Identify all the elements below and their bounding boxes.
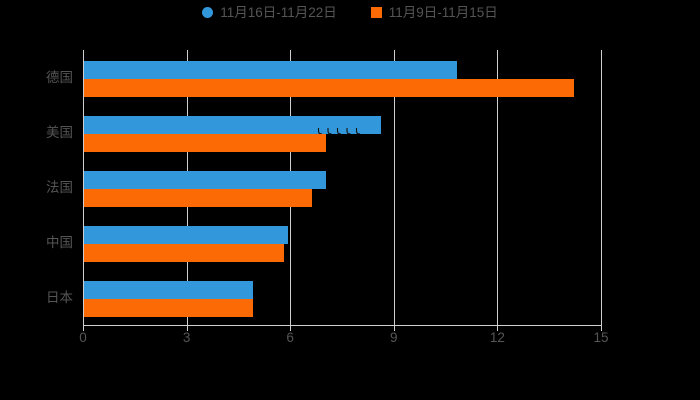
y-axis-label-4: 中国 <box>46 234 73 250</box>
x-axis-tick-0: 0 <box>79 330 87 345</box>
bar-1-4[interactable] <box>84 225 288 244</box>
gridline-0 <box>83 50 84 325</box>
x-axis-line <box>83 325 602 326</box>
bar-1-5[interactable] <box>84 280 254 299</box>
plot-area: ⎬⎬⎬⎬⎬ <box>83 50 602 325</box>
x-axis-tickmark-12 <box>497 326 499 331</box>
x-axis-tickmark-3 <box>186 326 188 331</box>
square-marker-icon <box>370 7 382 19</box>
x-axis-tick-labels: 0 3 6 9 12 15 <box>0 331 700 351</box>
x-axis-tickmark-9 <box>393 326 395 331</box>
legend-label-series-2: 11月9日-11月15日 <box>388 5 498 20</box>
x-axis-tick-15: 15 <box>593 330 609 345</box>
bar-2-4[interactable] <box>84 243 285 262</box>
bar-1-1[interactable] <box>84 60 457 79</box>
bar-2-2[interactable] <box>84 133 326 152</box>
y-axis-label-1: 德国 <box>46 69 73 85</box>
gridline-15 <box>601 50 602 325</box>
bar-1-3[interactable] <box>84 170 326 189</box>
x-axis-tick-6: 6 <box>286 330 294 345</box>
x-axis-tickmark-15 <box>601 326 602 331</box>
y-axis-label-2: 美国 <box>46 124 73 140</box>
bar-2-1[interactable] <box>84 78 575 97</box>
x-axis-tick-9: 9 <box>390 330 398 345</box>
chart-legend: 11月16日-11月22日 11月9日-11月15日 <box>0 6 700 20</box>
circle-marker-icon <box>202 7 214 19</box>
bar-2-5[interactable] <box>84 298 254 317</box>
x-axis-tickmark-0 <box>83 326 84 331</box>
y-axis-category-labels: 德国美国法国中国日本 <box>0 50 73 325</box>
x-axis-tick-12: 12 <box>489 330 505 345</box>
bar-1-2[interactable] <box>84 115 381 134</box>
x-axis-tick-3: 3 <box>182 330 191 345</box>
gridline-12 <box>497 50 499 325</box>
bar-overlay-label: ⎬⎬⎬⎬⎬ <box>314 128 376 134</box>
y-axis-label-3: 法国 <box>46 179 73 195</box>
gridline-9 <box>393 50 395 325</box>
legend-label-series-1: 11月16日-11月22日 <box>220 5 337 20</box>
legend-item-series-1[interactable]: 11月16日-11月22日 <box>202 6 337 20</box>
y-axis-label-5: 日本 <box>46 289 73 305</box>
legend-item-series-2[interactable]: 11月9日-11月15日 <box>370 5 498 20</box>
bar-2-3[interactable] <box>84 188 312 207</box>
x-axis-tickmark-6 <box>290 326 292 331</box>
